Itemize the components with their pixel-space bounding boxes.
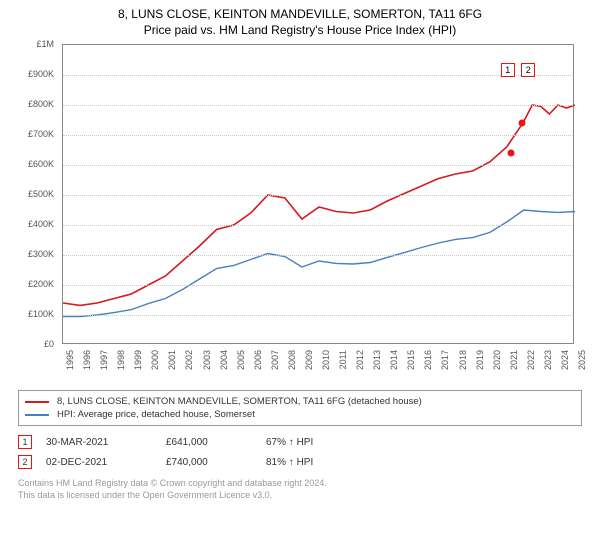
x-tick-label: 2023 — [543, 350, 553, 370]
x-tick-label: 2006 — [253, 350, 263, 370]
x-tick-label: 1996 — [82, 350, 92, 370]
y-tick-label: £0 — [44, 339, 54, 349]
x-tick-label: 2016 — [423, 350, 433, 370]
x-tick-label: 2024 — [560, 350, 570, 370]
x-tick-label: 2004 — [219, 350, 229, 370]
footnotes: 1 30-MAR-2021£641,00067% ↑ HPI 2 02-DEC-202… — [18, 432, 582, 472]
x-tick-label: 2008 — [287, 350, 297, 370]
x-tick-label: 2001 — [167, 350, 177, 370]
gridline — [63, 285, 573, 286]
x-tick-label: 2009 — [304, 350, 314, 370]
footnote-marker-box: 2 — [18, 455, 32, 469]
x-tick-label: 2010 — [321, 350, 331, 370]
x-tick-label: 2017 — [440, 350, 450, 370]
x-tick-label: 2012 — [355, 350, 365, 370]
legend-label: HPI: Average price, detached house, Some… — [57, 409, 255, 420]
x-axis-labels: 1995 1996 1997 1998 1999 2000 2001 2002 2003 2004… — [62, 348, 574, 384]
x-tick-label: 2003 — [202, 350, 212, 370]
legend-swatch — [25, 401, 49, 403]
footnote-date: 02-DEC-2021 — [46, 457, 166, 468]
x-tick-label: 1995 — [65, 350, 75, 370]
x-tick-label: 2015 — [406, 350, 416, 370]
x-tick-label: 2005 — [236, 350, 246, 370]
gridline — [63, 225, 573, 226]
x-tick-label: 2011 — [338, 350, 348, 369]
marker-label-box: 1 — [501, 63, 515, 77]
gridline — [63, 105, 573, 106]
x-tick-label: 1998 — [116, 350, 126, 370]
y-tick-label: £200K — [28, 279, 54, 289]
plot-region: 12 — [62, 44, 574, 344]
footnote-price: £641,000 — [166, 437, 266, 448]
x-tick-label: 2019 — [475, 350, 485, 370]
footnote-price: £740,000 — [166, 457, 266, 468]
chart-area: £0 £100K £200K £300K £400K £500K £600K £700K £80… — [18, 44, 582, 384]
x-tick-label: 2022 — [526, 350, 536, 370]
gridline — [63, 315, 573, 316]
x-tick-label: 2002 — [184, 350, 194, 370]
gridline — [63, 195, 573, 196]
x-tick-label: 2007 — [270, 350, 280, 370]
footnote-row: 2 02-DEC-2021£740,00081% ↑ HPI — [18, 452, 582, 472]
x-tick-label: 2025 — [577, 350, 587, 370]
y-tick-label: £600K — [28, 159, 54, 169]
footnote-marker-box: 1 — [18, 435, 32, 449]
legend-item: HPI: Average price, detached house, Some… — [25, 408, 575, 421]
gridline — [63, 255, 573, 256]
marker-dot — [519, 120, 526, 127]
x-tick-label: 1999 — [133, 350, 143, 370]
attribution-line-2: This data is licensed under the Open Gov… — [18, 490, 582, 502]
y-tick-label: £700K — [28, 129, 54, 139]
attribution-line-1: Contains HM Land Registry data © Crown c… — [18, 478, 582, 490]
marker-label-box: 2 — [521, 63, 535, 77]
title-line-2: Price paid vs. HM Land Registry's House … — [18, 22, 582, 38]
gridline — [63, 135, 573, 136]
x-tick-label: 1997 — [99, 350, 109, 370]
footnote-pct: 67% ↑ HPI — [266, 437, 366, 448]
legend-label: 8, LUNS CLOSE, KEINTON MANDEVILLE, SOMER… — [57, 396, 422, 407]
gridline — [63, 75, 573, 76]
x-tick-label: 2000 — [150, 350, 160, 370]
y-tick-label: £100K — [28, 309, 54, 319]
footnote-date: 30-MAR-2021 — [46, 437, 166, 448]
y-tick-label: £400K — [28, 219, 54, 229]
y-tick-label: £500K — [28, 189, 54, 199]
x-tick-label: 2020 — [492, 350, 502, 370]
x-tick-label: 2014 — [389, 350, 399, 370]
legend-item: 8, LUNS CLOSE, KEINTON MANDEVILLE, SOMER… — [25, 395, 575, 408]
y-tick-label: £300K — [28, 249, 54, 259]
x-tick-label: 2013 — [372, 350, 382, 370]
attribution: Contains HM Land Registry data © Crown c… — [18, 478, 582, 501]
chart-title: 8, LUNS CLOSE, KEINTON MANDEVILLE, SOMER… — [18, 6, 582, 38]
y-axis-labels: £0£100K£200K£300K£400K£500K£600K£700K£80… — [18, 44, 58, 344]
legend-swatch — [25, 414, 49, 416]
x-tick-label: 2018 — [458, 350, 468, 370]
x-tick-label: 2021 — [509, 350, 519, 370]
y-tick-label: £900K — [28, 69, 54, 79]
footnote-pct: 81% ↑ HPI — [266, 457, 366, 468]
gridline — [63, 165, 573, 166]
y-tick-label: £800K — [28, 99, 54, 109]
footnote-row: 1 30-MAR-2021£641,00067% ↑ HPI — [18, 432, 582, 452]
legend: 8, LUNS CLOSE, KEINTON MANDEVILLE, SOMER… — [18, 390, 582, 426]
title-line-1: 8, LUNS CLOSE, KEINTON MANDEVILLE, SOMER… — [18, 6, 582, 22]
y-tick-label: £1M — [36, 39, 54, 49]
marker-dot — [507, 150, 514, 157]
